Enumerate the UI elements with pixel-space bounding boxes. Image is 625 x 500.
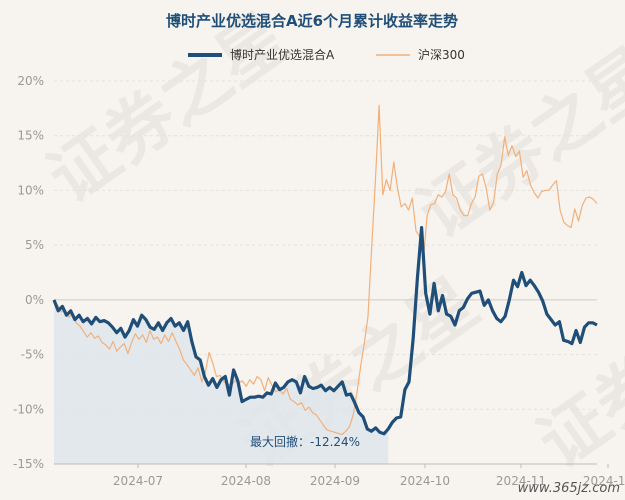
x-tick-label: 2024-07: [113, 474, 163, 488]
x-tick-label: 2024-08: [221, 474, 271, 488]
legend[interactable]: 博时产业优选混合A 沪深300: [188, 47, 465, 62]
x-tick-label: 2024-10: [400, 474, 450, 488]
watermark-text: 证券: [524, 341, 625, 484]
y-tick-label: 15%: [17, 129, 44, 143]
x-tick-label: 2024-09: [310, 474, 360, 488]
x-tick-label: 2024-11: [496, 474, 546, 488]
watermark-text: 证券之星: [34, 0, 302, 219]
y-tick-label: -10%: [13, 402, 44, 416]
series-line-hs300: [53, 104, 598, 436]
site-watermark: www.365jz.com: [518, 481, 620, 496]
y-axis: 20% 15% 10% 5% 0% -5% -10% -15%: [13, 74, 44, 471]
y-tick-label: -15%: [13, 457, 44, 471]
series-line-fund: [52, 226, 598, 436]
series-lines: [52, 104, 598, 436]
x-axis: 2024-07 2024-08 2024-09 2024-10 2024-11 2024-…: [54, 463, 625, 488]
y-tick-label: -5%: [21, 348, 44, 362]
legend-label-index[interactable]: 沪深300: [418, 48, 465, 62]
legend-label-fund[interactable]: 博时产业优选混合A: [230, 47, 335, 62]
y-tick-label: 20%: [17, 74, 44, 88]
max-drawdown-label: 最大回撤：-12.24%: [250, 434, 360, 449]
chart-title: 博时产业优选混合A近6个月累计收益率走势: [166, 12, 458, 30]
y-tick-label: 10%: [17, 183, 44, 197]
y-tick-label: 0%: [25, 293, 44, 307]
y-tick-label: 5%: [25, 238, 44, 252]
x-tick-label: 2024-12: [583, 474, 625, 488]
watermark-text: 证券之星: [404, 33, 625, 254]
